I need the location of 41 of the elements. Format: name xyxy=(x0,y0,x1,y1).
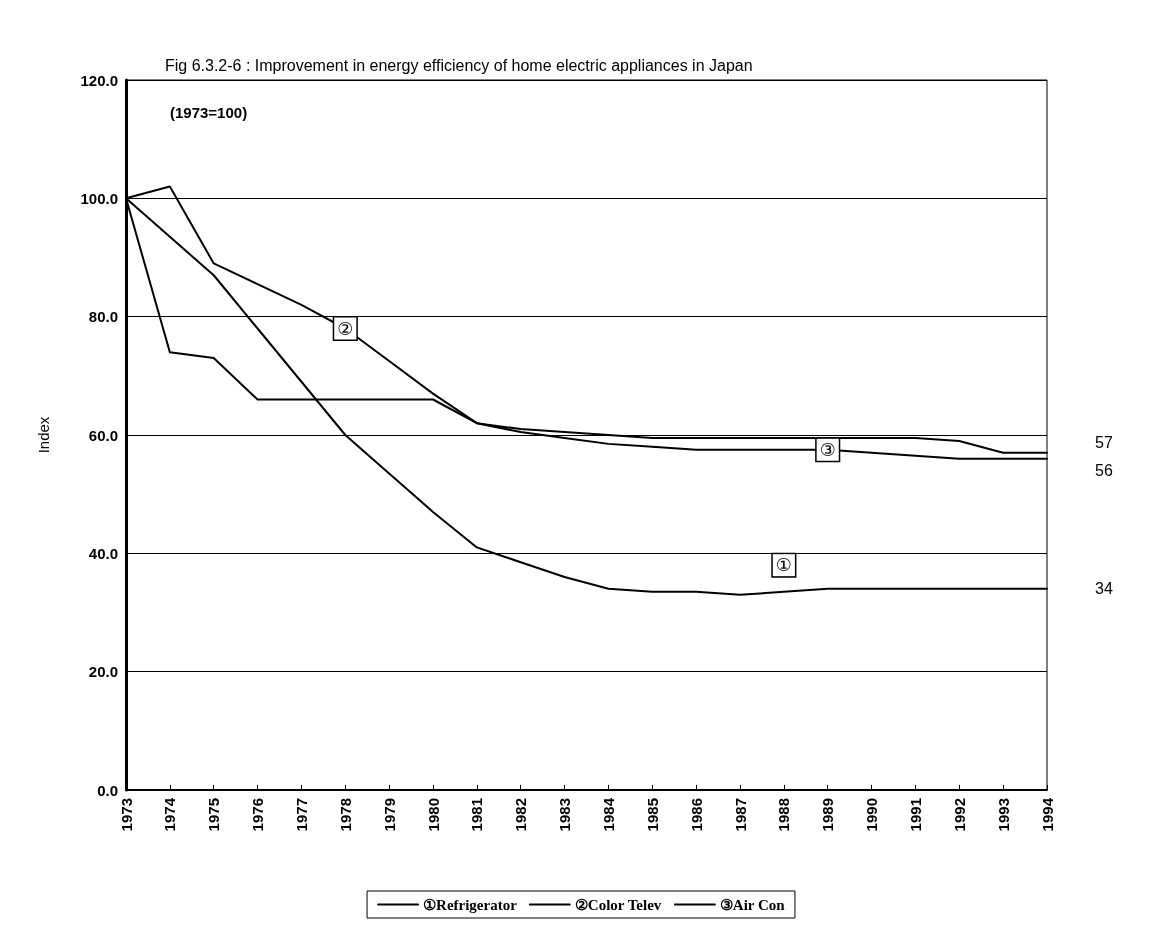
x-tick-label: 1993 xyxy=(994,798,1012,832)
annotation: 57 xyxy=(1095,434,1113,452)
x-tick-label: 1989 xyxy=(819,798,837,832)
annotation: ③ xyxy=(819,439,836,460)
chart-title: Fig 6.3.2-6 : Improvement in energy efficiency of home electric appliances in Japan xyxy=(165,56,753,74)
text: (1973=100) xyxy=(170,104,248,121)
annotation: 56 xyxy=(1095,462,1113,480)
y-tick-label: 0.0 xyxy=(97,781,118,799)
x-tick-label: 1976 xyxy=(249,798,267,832)
x-tick-label: 1977 xyxy=(292,798,310,832)
y-axis-title: Index xyxy=(35,416,52,454)
x-tick-label: 1983 xyxy=(556,798,574,832)
y-tick-label: 60.0 xyxy=(88,426,118,444)
x-tick-label: 1978 xyxy=(336,798,354,832)
x-tick-label: 1979 xyxy=(380,798,398,832)
x-tick-label: 1985 xyxy=(643,798,661,832)
annotation: ① xyxy=(775,555,792,576)
x-tick-label: 1974 xyxy=(161,797,179,832)
x-tick-label: 1973 xyxy=(117,798,135,832)
x-tick-label: 1987 xyxy=(731,798,749,832)
legend-label: ③Air Con xyxy=(719,896,786,913)
legend-label: ②Color Telev xyxy=(574,896,662,913)
annotation: 34 xyxy=(1095,580,1113,598)
x-tick-label: 1982 xyxy=(512,798,530,832)
x-tick-label: 1975 xyxy=(205,798,223,832)
x-tick-label: 1984 xyxy=(599,797,617,832)
x-tick-label: 1992 xyxy=(950,798,968,832)
x-tick-label: 1990 xyxy=(863,798,881,832)
y-tick-label: 120.0 xyxy=(80,71,118,89)
y-tick-label: 40.0 xyxy=(88,544,118,562)
annotation: ② xyxy=(337,318,354,339)
x-tick-label: 1991 xyxy=(906,798,924,832)
x-tick-label: 1994 xyxy=(1038,797,1056,832)
x-tick-label: 1981 xyxy=(468,798,486,832)
x-tick-label: 1988 xyxy=(775,798,793,832)
legend-label: ①Refrigerator xyxy=(423,896,518,913)
y-tick-label: 20.0 xyxy=(88,663,118,681)
x-tick-label: 1980 xyxy=(424,798,442,832)
y-tick-label: 100.0 xyxy=(80,189,118,207)
y-tick-label: 80.0 xyxy=(88,308,118,326)
x-tick-label: 1986 xyxy=(687,798,705,832)
